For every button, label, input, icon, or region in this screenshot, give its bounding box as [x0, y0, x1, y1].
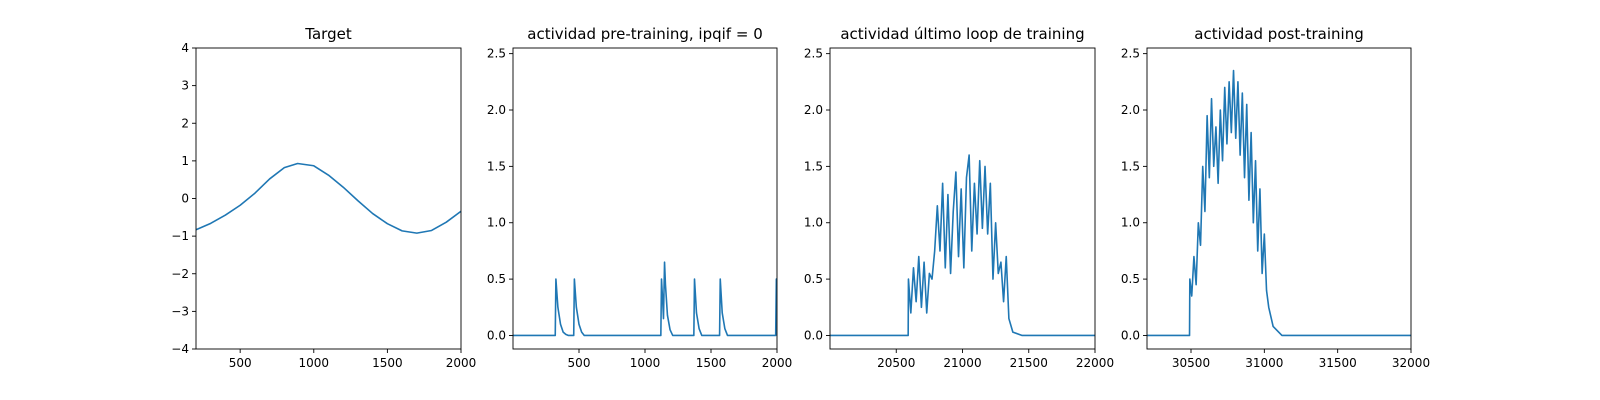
subplot-title: actividad último loop de training	[840, 25, 1084, 43]
series-line	[513, 261, 777, 337]
y-tick-label: 2.0	[804, 103, 823, 117]
subplot-title: actividad pre-training, ipqif = 0	[527, 25, 763, 43]
y-tick-label: −4	[171, 342, 189, 356]
subplot-3: actividad último loop de training 20500 21…	[804, 25, 1114, 370]
series-line	[1147, 69, 1411, 337]
y-tick-label: −1	[171, 229, 189, 243]
y-tick-label: 1.5	[487, 159, 506, 173]
y-tick-label: 2.5	[804, 47, 823, 61]
y-tick-label: 0.5	[487, 272, 506, 286]
x-tick-label: 32000	[1392, 356, 1430, 370]
x-tick-label: 31500	[1319, 356, 1357, 370]
x-tick-label: 500	[229, 356, 252, 370]
y-tick-label: −2	[171, 267, 189, 281]
x-tick-label: 2000	[762, 356, 793, 370]
y-tick-label: 1.0	[804, 216, 823, 230]
y-tick-label: 2.5	[1121, 47, 1140, 61]
series-line	[830, 154, 1095, 337]
y-tick-label: 2.0	[487, 103, 506, 117]
x-tick-label: 1500	[696, 356, 727, 370]
x-tick-label: 500	[568, 356, 591, 370]
y-tick-label: 3	[181, 79, 189, 93]
y-tick-label: 4	[181, 41, 189, 55]
y-tick-label: 2	[181, 116, 189, 130]
y-tick-label: 0.0	[1121, 328, 1140, 342]
y-tick-label: 1.0	[1121, 216, 1140, 230]
y-tick-label: −3	[171, 304, 189, 318]
y-tick-label: 2.0	[1121, 103, 1140, 117]
y-tick-label: 0.5	[804, 272, 823, 286]
subplot-2: actividad pre-training, ipqif = 0 500 1000…	[487, 25, 792, 370]
subplot-1: Target 500 1000 1500 2000 −4 −3 −2 −1 0 1 2 3 4	[171, 25, 476, 370]
series-line	[196, 162, 461, 234]
axes-frame	[1146, 47, 1412, 350]
subplot-title: Target	[304, 25, 352, 43]
x-tick-label: 22000	[1076, 356, 1114, 370]
x-tick-label: 1500	[372, 356, 403, 370]
y-tick-label: 1.0	[487, 216, 506, 230]
y-tick-label: 1	[181, 154, 189, 168]
x-tick-label: 30500	[1172, 356, 1210, 370]
y-tick-label: 0.0	[804, 328, 823, 342]
x-tick-label: 1000	[299, 356, 330, 370]
x-tick-label: 1000	[630, 356, 661, 370]
y-tick-label: 1.5	[1121, 159, 1140, 173]
subplot-4: actividad post-training 30500 31000 31500 32…	[1121, 25, 1430, 370]
subplot-title: actividad post-training	[1194, 25, 1363, 43]
x-tick-label: 2000	[446, 356, 477, 370]
y-tick-label: 0	[181, 192, 189, 206]
x-tick-label: 31000	[1245, 356, 1283, 370]
y-tick-label: 0.5	[1121, 272, 1140, 286]
y-tick-label: 2.5	[487, 47, 506, 61]
y-tick-label: 0.0	[487, 328, 506, 342]
x-tick-label: 21000	[943, 356, 981, 370]
x-tick-label: 20500	[877, 356, 915, 370]
y-tick-label: 1.5	[804, 159, 823, 173]
x-tick-label: 21500	[1010, 356, 1048, 370]
